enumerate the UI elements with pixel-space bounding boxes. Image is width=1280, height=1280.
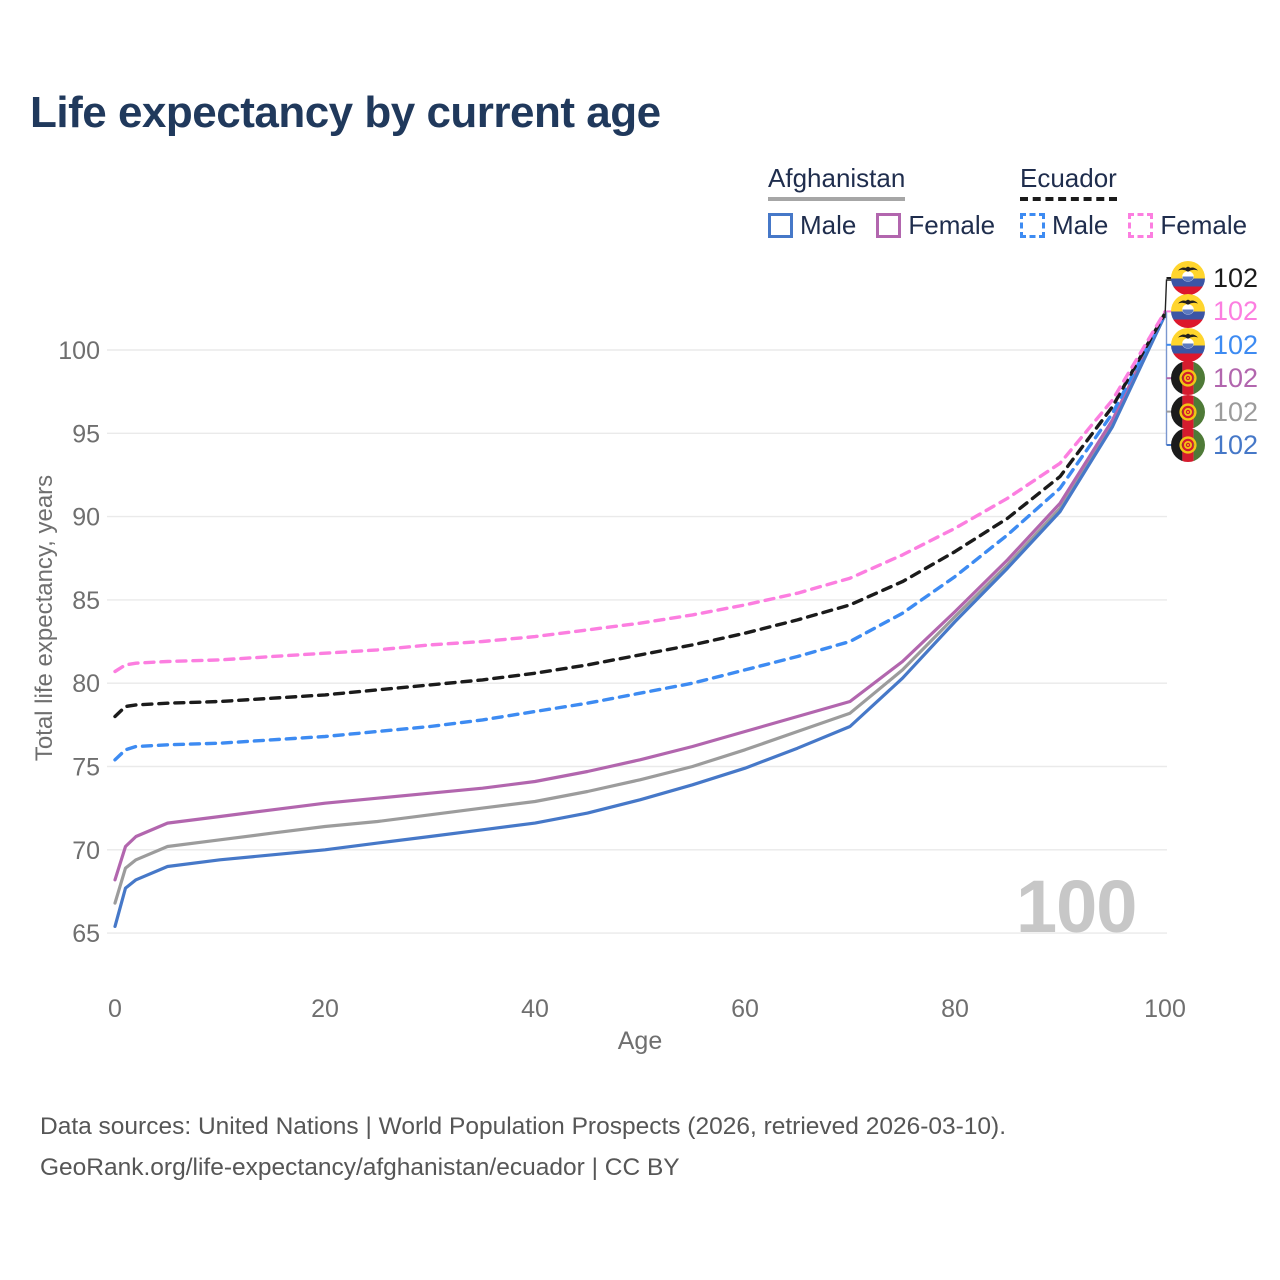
ecuador-flag-icon	[1171, 327, 1205, 362]
page-title: Life expectancy by current age	[30, 88, 661, 137]
age-cursor-watermark: 100	[1016, 865, 1137, 948]
ecuador-flag-icon	[1171, 294, 1205, 329]
series-line-ecuador-male[interactable]	[113, 311, 1167, 762]
end-label-row-afghanistan-female: 102	[1171, 361, 1259, 396]
end-label-row-ecuador-both: 102	[1171, 261, 1258, 295]
afghanistan-flag-icon	[1171, 428, 1205, 462]
x-axis-title: Age	[617, 1027, 663, 1055]
end-label-value: 102	[1213, 430, 1259, 460]
end-label-row-ecuador-male: 102	[1171, 327, 1259, 362]
x-tick-label-80: 80	[941, 995, 969, 1023]
series-line-afghanistan-male[interactable]	[113, 313, 1167, 929]
end-label-value: 102	[1213, 329, 1259, 360]
x-tick-label-60: 60	[731, 995, 759, 1023]
x-tick-label-20: 20	[311, 995, 339, 1023]
end-label-row-afghanistan-both: 102	[1171, 394, 1259, 429]
afghanistan-flag-icon	[1171, 394, 1205, 429]
end-label-value: 102	[1213, 296, 1259, 327]
x-tick-label-100: 100	[1144, 995, 1186, 1023]
x-tick-label-0: 0	[108, 995, 122, 1023]
y-tick-label-95: 95	[72, 420, 100, 448]
y-tick-label-100: 100	[58, 337, 100, 365]
y-tick-label-70: 70	[72, 837, 100, 865]
y-tick-label-75: 75	[72, 754, 100, 782]
end-label-value: 102	[1213, 263, 1259, 293]
y-tick-label-90: 90	[72, 504, 100, 532]
series-line-afghanistan-female[interactable]	[113, 311, 1167, 882]
end-label-value: 102	[1213, 363, 1259, 394]
end-label-row-afghanistan-male: 102	[1171, 428, 1258, 462]
y-tick-label-80: 80	[72, 670, 100, 698]
leader-line-top	[1164, 279, 1172, 319]
footer-line-2: GeoRank.org/life-expectancy/afghanistan/…	[40, 1154, 680, 1181]
series-line-ecuador-both[interactable]	[113, 311, 1167, 719]
y-tick-label-65: 65	[72, 920, 100, 948]
x-tick-label-40: 40	[521, 995, 549, 1023]
footer: Data sources: United Nations | World Pop…	[40, 1106, 1006, 1188]
y-tick-label-85: 85	[72, 587, 100, 615]
series-line-ecuador-female[interactable]	[113, 310, 1167, 674]
afghanistan-flag-icon	[1171, 361, 1205, 396]
end-label-row-ecuador-female: 102	[1171, 294, 1259, 329]
series-line-afghanistan-both[interactable]	[113, 313, 1167, 905]
footer-line-1: Data sources: United Nations | World Pop…	[40, 1113, 1007, 1140]
ecuador-flag-icon	[1171, 261, 1205, 295]
end-label-value: 102	[1213, 396, 1259, 427]
